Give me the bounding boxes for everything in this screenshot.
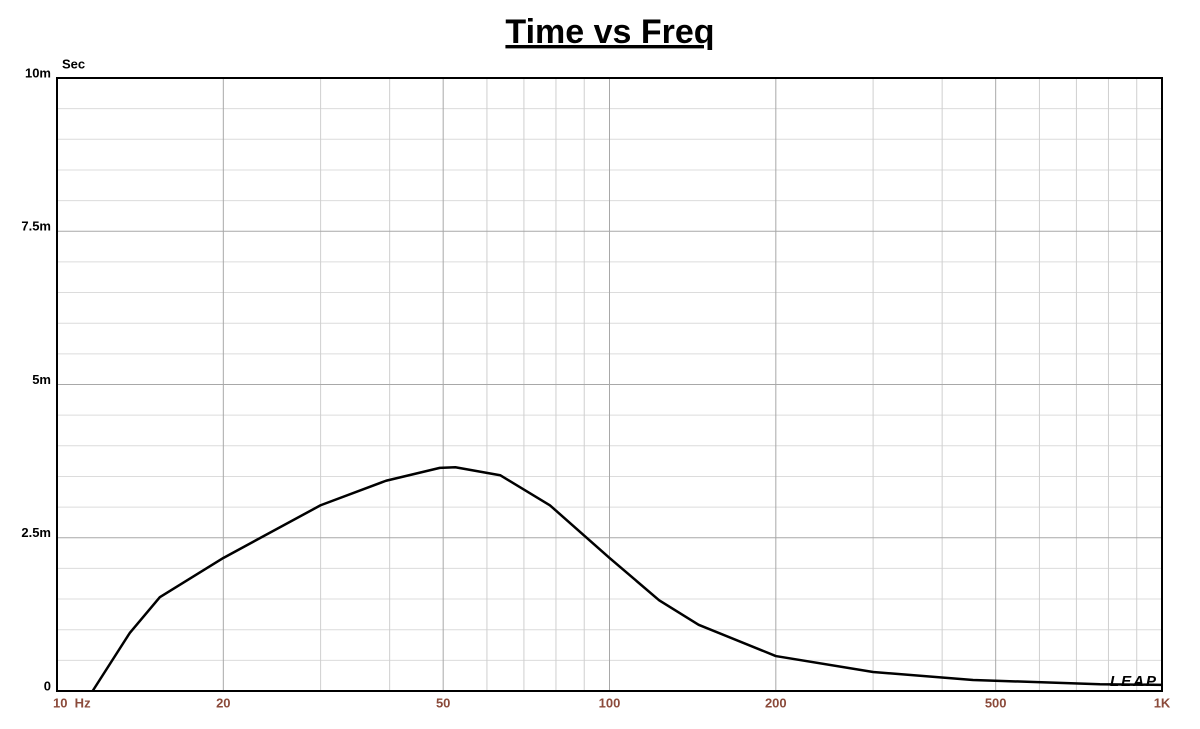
curve <box>91 466 1163 692</box>
x-tick-label: 10 Hz <box>53 695 91 710</box>
y-tick-label: 10m <box>25 65 51 80</box>
x-tick-label: 500 <box>985 695 1007 710</box>
plot-frame <box>56 77 1163 692</box>
y-tick-label: 7.5m <box>21 219 51 234</box>
chart-title: Time vs Freq <box>505 13 714 51</box>
x-tick-label: 50 <box>436 695 450 710</box>
y-tick-label: 5m <box>32 372 51 387</box>
x-tick-label: 1K <box>1154 695 1171 710</box>
watermark: LEAP <box>1110 673 1158 690</box>
y-tick-label: 0 <box>44 678 51 693</box>
y-axis-label: Sec <box>62 56 85 71</box>
x-tick-label: 20 <box>216 695 230 710</box>
x-tick-label: 100 <box>599 695 621 710</box>
y-tick-label: 2.5m <box>21 525 51 540</box>
x-tick-label: 200 <box>765 695 787 710</box>
